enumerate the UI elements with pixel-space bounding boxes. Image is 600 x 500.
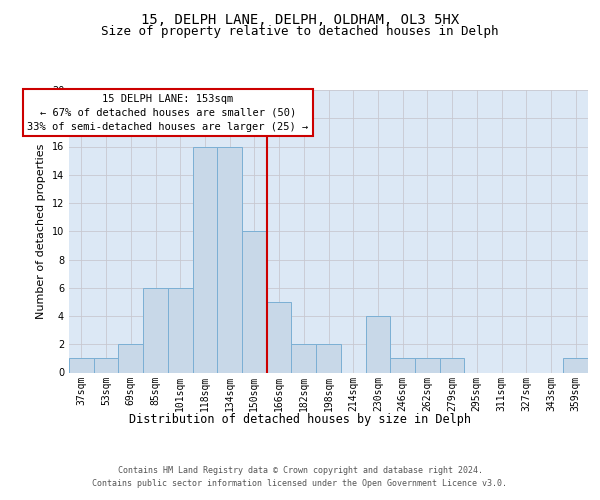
Bar xyxy=(292,344,316,372)
Bar xyxy=(440,358,464,372)
Bar xyxy=(217,146,242,372)
Text: Contains public sector information licensed under the Open Government Licence v3: Contains public sector information licen… xyxy=(92,479,508,488)
Text: Contains HM Land Registry data © Crown copyright and database right 2024.: Contains HM Land Registry data © Crown c… xyxy=(118,466,482,475)
Bar xyxy=(143,288,168,372)
Bar xyxy=(415,358,440,372)
Y-axis label: Number of detached properties: Number of detached properties xyxy=(36,144,46,319)
Bar xyxy=(267,302,292,372)
Text: 15 DELPH LANE: 153sqm
← 67% of detached houses are smaller (50)
33% of semi-deta: 15 DELPH LANE: 153sqm ← 67% of detached … xyxy=(27,94,308,132)
Bar xyxy=(69,358,94,372)
Bar xyxy=(94,358,118,372)
Bar xyxy=(365,316,390,372)
Bar xyxy=(193,146,217,372)
Bar xyxy=(118,344,143,372)
Bar xyxy=(316,344,341,372)
Bar xyxy=(563,358,588,372)
Bar xyxy=(242,231,267,372)
Text: Size of property relative to detached houses in Delph: Size of property relative to detached ho… xyxy=(101,25,499,38)
Bar xyxy=(390,358,415,372)
Text: Distribution of detached houses by size in Delph: Distribution of detached houses by size … xyxy=(129,412,471,426)
Text: 15, DELPH LANE, DELPH, OLDHAM, OL3 5HX: 15, DELPH LANE, DELPH, OLDHAM, OL3 5HX xyxy=(141,12,459,26)
Bar xyxy=(168,288,193,372)
